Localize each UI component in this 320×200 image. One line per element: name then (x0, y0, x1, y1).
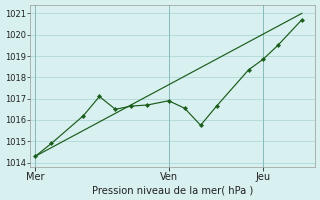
X-axis label: Pression niveau de la mer( hPa ): Pression niveau de la mer( hPa ) (92, 185, 253, 195)
